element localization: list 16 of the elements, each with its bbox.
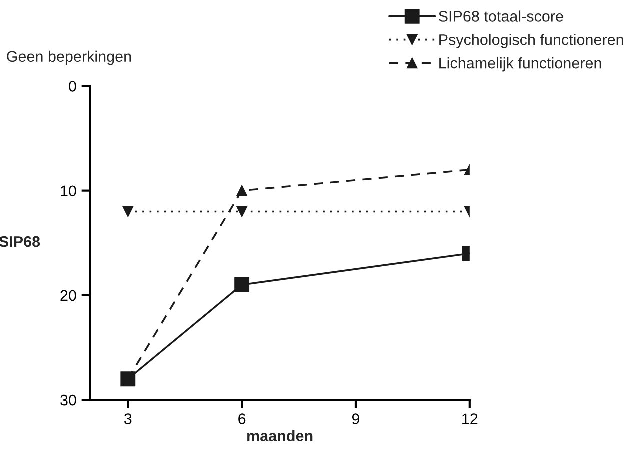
text: Geen beperkingen: [7, 50, 132, 66]
y-tick-label: 0: [69, 81, 76, 92]
legend-label: SIP68 totaal-score: [439, 10, 564, 22]
x-tick-label: 3: [124, 414, 132, 424]
y-tick-label: 20: [60, 290, 76, 302]
legend-label: Psychologisch functioneren: [440, 34, 624, 48]
point: [234, 278, 250, 292]
x-tick-label: 12: [462, 414, 478, 424]
y-tick-label: 30: [60, 394, 76, 406]
point: [122, 206, 134, 218]
x-tick-label: 6: [238, 414, 246, 424]
x-tick-label: 9: [352, 414, 360, 424]
x-axis-title: maanden: [248, 430, 313, 442]
y-tick-label: 10: [61, 186, 76, 197]
legend-label: Lichamelijk functioneren: [440, 58, 602, 72]
point: [236, 206, 248, 218]
